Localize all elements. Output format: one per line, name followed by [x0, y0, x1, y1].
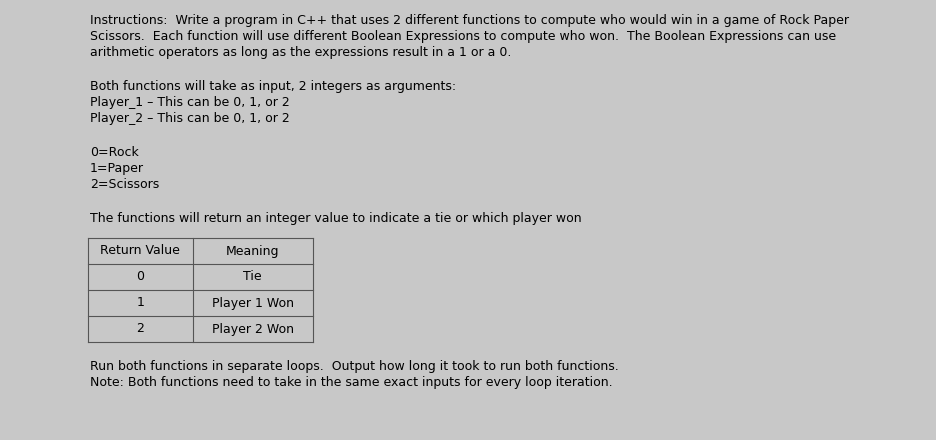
Text: Instructions:  Write a program in C++ that uses 2 different functions to compute: Instructions: Write a program in C++ tha… — [90, 14, 849, 27]
Text: Meaning: Meaning — [226, 245, 280, 257]
Text: Player_2 – This can be 0, 1, or 2: Player_2 – This can be 0, 1, or 2 — [90, 112, 289, 125]
Text: 0: 0 — [137, 271, 144, 283]
Text: Tie: Tie — [243, 271, 262, 283]
Text: 0=Rock: 0=Rock — [90, 146, 139, 159]
Text: Both functions will take as input, 2 integers as arguments:: Both functions will take as input, 2 int… — [90, 80, 456, 93]
Text: Player 2 Won: Player 2 Won — [212, 323, 294, 335]
Text: The functions will return an integer value to indicate a tie or which player won: The functions will return an integer val… — [90, 212, 581, 225]
Text: Player_1 – This can be 0, 1, or 2: Player_1 – This can be 0, 1, or 2 — [90, 96, 289, 109]
Text: 1: 1 — [137, 297, 144, 309]
Text: 1=Paper: 1=Paper — [90, 162, 144, 175]
Text: arithmetic operators as long as the expressions result in a 1 or a 0.: arithmetic operators as long as the expr… — [90, 46, 511, 59]
Text: Run both functions in separate loops.  Output how long it took to run both funct: Run both functions in separate loops. Ou… — [90, 360, 619, 373]
Text: Scissors.  Each function will use different Boolean Expressions to compute who w: Scissors. Each function will use differe… — [90, 30, 836, 43]
Text: Return Value: Return Value — [100, 245, 180, 257]
Text: 2: 2 — [137, 323, 144, 335]
Text: Player 1 Won: Player 1 Won — [212, 297, 294, 309]
Text: Note: Both functions need to take in the same exact inputs for every loop iterat: Note: Both functions need to take in the… — [90, 376, 612, 389]
Text: 2=Scissors: 2=Scissors — [90, 178, 159, 191]
